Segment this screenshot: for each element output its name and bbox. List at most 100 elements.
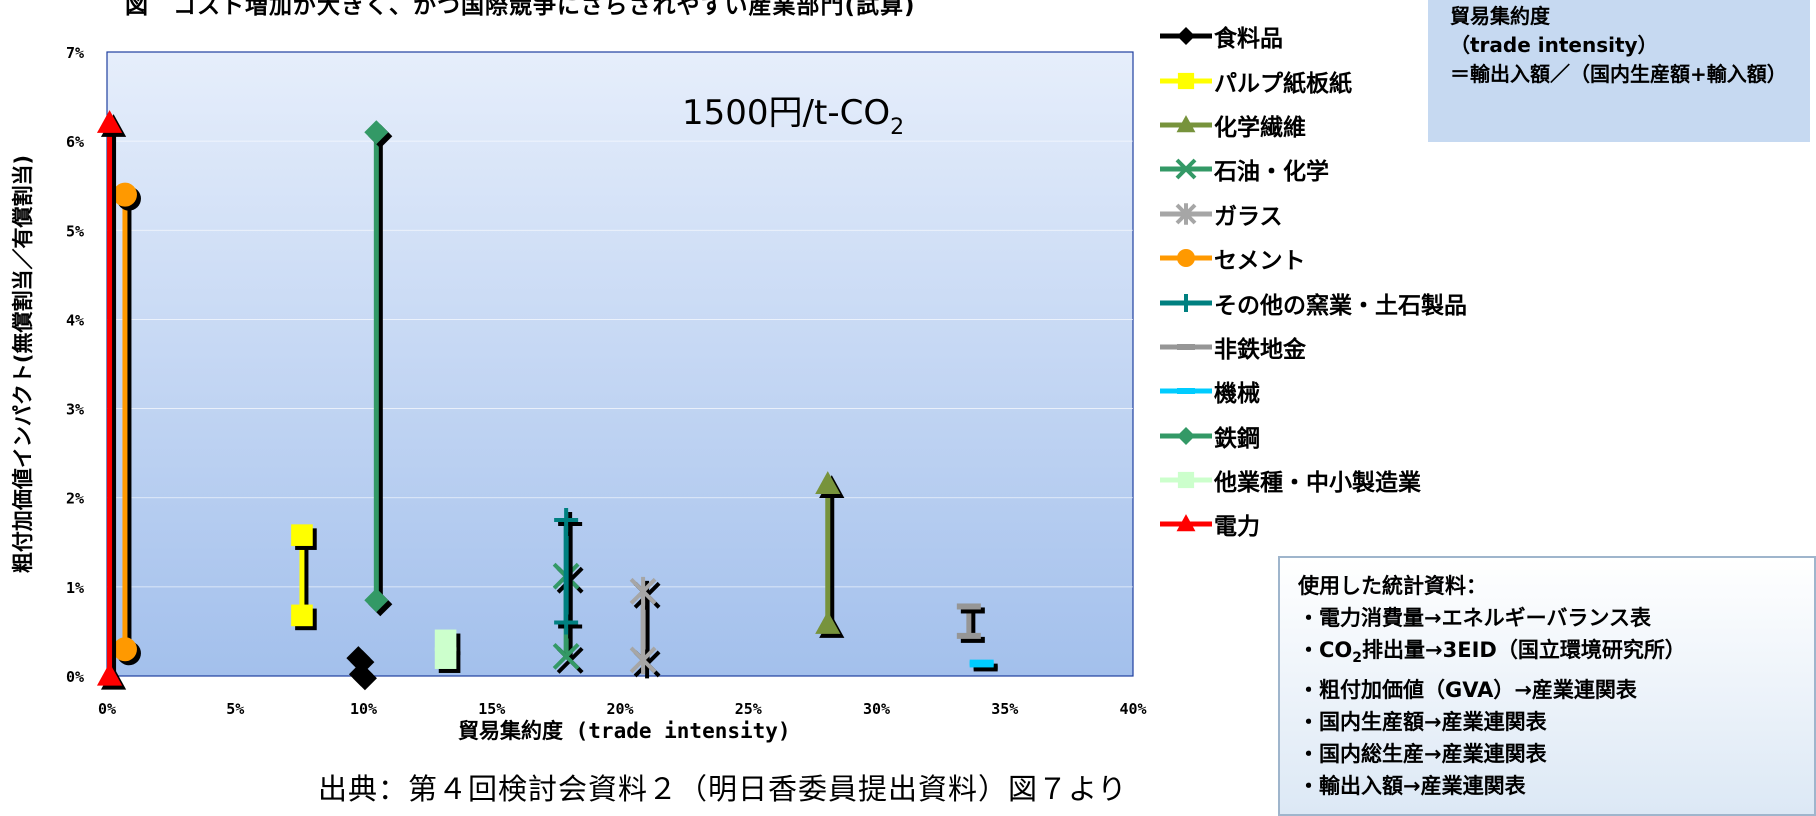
legend-label: 化学繊維 (1214, 114, 1306, 141)
y-tick-label: 1% (66, 579, 84, 597)
y-tick-label: 5% (66, 222, 84, 240)
legend-item: パルプ紙板紙 (1158, 58, 1518, 102)
x-tick-label: 25% (735, 700, 762, 718)
series (434, 629, 461, 673)
data-point-marker (815, 611, 841, 634)
data-point-marker (554, 508, 579, 532)
legend-item: 他業種・中小製造業 (1158, 458, 1518, 502)
data-point-marker (348, 662, 373, 687)
plot-area (106, 51, 1134, 677)
data-point-marker (554, 610, 579, 635)
legend-label: 非鉄地金 (1214, 336, 1306, 363)
stats-item: ・輸出入額→産業連関表 (1298, 774, 1526, 799)
y-tick-label: 4% (66, 311, 84, 329)
data-point-marker (1177, 426, 1195, 445)
y-tick-label: 2% (66, 490, 84, 508)
legend-swatch (1160, 388, 1212, 395)
marker-shadow (558, 512, 583, 536)
legend-swatch (1160, 514, 1212, 532)
data-point-marker (1176, 115, 1196, 133)
legend-item: ガラス (1158, 192, 1518, 236)
series (112, 182, 141, 666)
data-point-marker (1177, 343, 1195, 350)
page-title: 図 コスト増加が大きく、かつ国際競争にさらされやすい産業部門(試算) (125, 0, 916, 19)
data-point-marker (1176, 514, 1196, 532)
legend-swatch (1160, 426, 1212, 445)
stats-item: ・国内総生産→産業連関表 (1298, 742, 1547, 767)
series (291, 524, 317, 631)
legend-label: 機械 (1214, 381, 1260, 408)
series (969, 659, 998, 672)
stats-item: ・電力消費量→エネルギーバランス表 (1298, 606, 1651, 630)
series (815, 471, 845, 638)
gridlines (107, 140, 1133, 588)
data-point-marker (1177, 388, 1195, 395)
x-axis-title: 貿易集約度 (trade intensity) (458, 719, 791, 743)
ti-heading: 貿易集約度 (1450, 4, 1550, 28)
legend-label: セメント (1214, 248, 1306, 275)
data-point-marker (629, 576, 657, 606)
stats-item: ・CO2排出量→3EID（国立環境研究所） (1298, 638, 1686, 667)
legend-label: 石油・化学 (1214, 159, 1329, 186)
x-tick-label: 30% (863, 700, 890, 718)
legend-item: 化学繊維 (1158, 103, 1518, 147)
legend-swatch (1160, 471, 1212, 489)
legend-swatch (1160, 293, 1212, 312)
series (554, 508, 583, 639)
legend-label: 鉄鋼 (1214, 425, 1260, 452)
data-point-marker (815, 471, 841, 494)
legend-item: その他の窯業・土石製品 (1158, 280, 1518, 324)
series (629, 576, 661, 679)
marker-shadow (960, 636, 985, 643)
stats-heading: 使用した統計資料： (1298, 574, 1487, 598)
y-tick-label: 6% (66, 133, 84, 151)
series (956, 603, 985, 643)
data-point-marker (956, 632, 981, 639)
data-point-marker (1177, 27, 1195, 46)
data-point-marker (112, 182, 137, 207)
legend-swatch (1160, 343, 1212, 350)
y-tick-labels: 0% 1% 2% 3% 4% 5% 6% 7% (66, 44, 84, 686)
data-point-marker (291, 524, 313, 546)
data-point-marker (434, 629, 457, 652)
legend-label: その他の窯業・土石製品 (1214, 292, 1467, 319)
legend-item: 非鉄地金 (1158, 325, 1518, 369)
y-tick-label: 0% (66, 668, 84, 686)
x-tick-label: 35% (991, 700, 1018, 718)
legend-label: 食料品 (1214, 26, 1283, 53)
series (364, 120, 393, 617)
data-point-marker (364, 120, 389, 145)
legend-label: ガラス (1214, 203, 1283, 230)
data-point-marker (291, 604, 313, 627)
legend-swatch (1160, 27, 1212, 46)
y-axis-title: 粗付加価値インパクト(無償割当／有償割当) (11, 155, 35, 573)
x-tick-label: 0% (98, 700, 116, 718)
legend-item: セメント (1158, 236, 1518, 280)
data-series (96, 110, 998, 691)
data-point-marker (364, 588, 389, 613)
data-point-marker (96, 662, 123, 686)
data-point-marker (434, 647, 457, 669)
data-point-marker (956, 603, 981, 610)
legend-swatch (1160, 158, 1212, 180)
x-tick-label: 20% (606, 700, 633, 718)
data-point-marker (112, 637, 137, 662)
series (346, 646, 377, 691)
x-tick-label: 40% (1119, 700, 1146, 718)
data-point-marker (1177, 293, 1195, 312)
source-note: 出典：第４回検討会資料２（明日香委員提出資料）図７より (318, 772, 1128, 806)
data-point-marker (1177, 249, 1195, 268)
legend-swatch (1160, 202, 1212, 225)
marker-shadow (973, 665, 998, 672)
legend-item: 電力 (1158, 502, 1518, 546)
series (96, 110, 127, 690)
legend-swatch (1160, 115, 1212, 133)
data-point-marker (969, 661, 994, 668)
statistics-sources-box: 使用した統計資料： ・電力消費量→エネルギーバランス表 ・CO2排出量→3EID… (1278, 556, 1816, 816)
x-tick-labels: 0% 5% 10% 15% 20% 25% 30% 35% 40% (98, 700, 1147, 718)
data-point-marker (1175, 202, 1197, 225)
legend-swatch (1160, 249, 1212, 268)
stats-item: ・粗付加価値（GVA）→産業連関表 (1298, 678, 1637, 703)
x-tick-label: 15% (478, 700, 505, 718)
